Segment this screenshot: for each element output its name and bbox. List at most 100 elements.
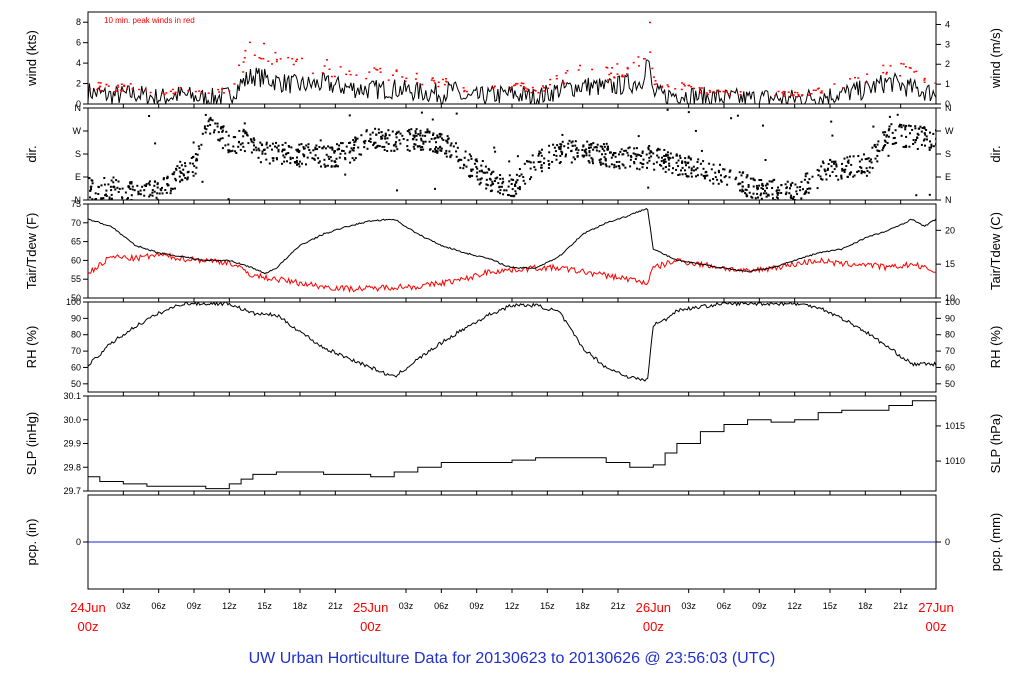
direction-point	[702, 160, 705, 163]
direction-point	[794, 183, 797, 186]
direction-point	[105, 189, 108, 192]
direction-point	[329, 156, 332, 159]
direction-point	[585, 148, 588, 151]
peak-marker	[866, 73, 869, 75]
direction-point	[772, 179, 775, 181]
direction-point	[746, 195, 749, 198]
direction-point	[201, 180, 204, 183]
direction-point	[497, 182, 500, 185]
direction-point	[499, 192, 501, 195]
direction-point	[793, 198, 796, 200]
left-tick-label-slp: 30.1	[63, 391, 81, 401]
direction-point	[884, 140, 887, 143]
direction-point	[178, 175, 181, 178]
peak-marker	[218, 91, 221, 93]
direction-point	[696, 174, 699, 177]
direction-point	[224, 144, 227, 147]
direction-point	[242, 128, 245, 131]
direction-point	[741, 181, 744, 184]
direction-point	[325, 153, 328, 156]
direction-point	[203, 127, 206, 130]
direction-point	[90, 188, 92, 190]
direction-point	[553, 146, 556, 149]
peak-marker	[777, 90, 780, 93]
direction-point	[849, 155, 851, 158]
direction-point	[354, 157, 357, 160]
direction-point	[139, 189, 142, 192]
direction-point	[587, 160, 590, 162]
peak-marker	[915, 70, 918, 73]
direction-point	[339, 152, 342, 155]
direction-point	[414, 143, 417, 146]
direction-point	[480, 164, 483, 167]
direction-point	[752, 177, 755, 180]
direction-point	[665, 154, 668, 157]
direction-point	[184, 177, 187, 179]
direction-point	[612, 153, 615, 156]
direction-point	[387, 129, 390, 132]
direction-point	[827, 167, 829, 170]
direction-point	[318, 160, 321, 163]
direction-point	[668, 164, 671, 167]
direction-point	[523, 162, 526, 165]
direction-point	[576, 155, 579, 158]
direction-point	[675, 154, 678, 157]
panel-frame-slp	[87, 395, 937, 492]
direction-point	[548, 163, 550, 166]
direction-point	[130, 194, 133, 197]
direction-point	[924, 144, 926, 147]
direction-point	[148, 115, 151, 117]
peak-marker	[274, 51, 277, 54]
direction-point	[426, 131, 429, 134]
direction-point	[567, 146, 570, 149]
direction-point	[334, 150, 336, 153]
peak-marker	[882, 71, 885, 74]
direction-point	[392, 144, 395, 147]
direction-point	[602, 162, 605, 165]
direction-point	[887, 154, 890, 157]
peak-marker	[345, 73, 348, 76]
direction-point	[756, 192, 759, 195]
direction-point	[699, 162, 702, 165]
direction-point	[804, 175, 807, 178]
direction-point	[905, 135, 908, 138]
direction-point	[641, 152, 644, 155]
direction-point	[916, 137, 919, 139]
direction-point	[675, 168, 678, 171]
direction-point	[752, 192, 755, 195]
peak-marker	[174, 91, 177, 94]
direction-point	[373, 142, 375, 145]
peak-marker	[717, 89, 720, 91]
direction-point	[753, 179, 756, 182]
direction-point	[396, 131, 399, 134]
direction-point	[234, 150, 237, 153]
direction-point	[242, 130, 245, 133]
direction-point	[833, 168, 836, 171]
direction-point	[717, 182, 720, 185]
direction-point	[576, 152, 579, 154]
direction-point	[877, 140, 880, 143]
peak-marker	[547, 87, 549, 90]
peak-marker	[291, 57, 294, 60]
direction-point	[309, 151, 312, 154]
direction-point	[735, 176, 738, 179]
direction-point	[547, 159, 550, 162]
direction-point	[277, 144, 280, 147]
direction-point	[261, 150, 264, 153]
direction-point	[476, 178, 479, 181]
direction-point	[476, 160, 479, 163]
peak-marker	[169, 90, 172, 93]
direction-point	[281, 143, 284, 146]
direction-point	[112, 185, 115, 188]
direction-point	[876, 154, 879, 157]
direction-point	[726, 183, 729, 186]
direction-point	[678, 173, 681, 176]
right-tick-label-wind: 4	[945, 19, 950, 29]
time-axis-hour-label: 06z	[151, 601, 166, 611]
peak-marker	[432, 80, 435, 82]
direction-point	[289, 162, 292, 165]
direction-point	[502, 180, 505, 183]
peak-marker	[217, 88, 220, 91]
direction-point	[599, 145, 602, 148]
direction-point	[498, 185, 501, 188]
